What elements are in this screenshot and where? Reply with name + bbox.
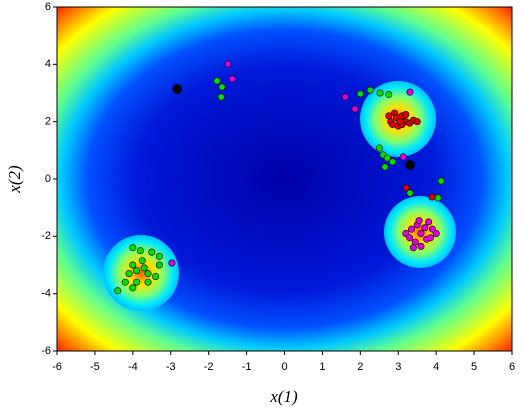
point bbox=[140, 264, 148, 272]
point bbox=[405, 160, 415, 170]
point bbox=[406, 189, 414, 197]
point bbox=[389, 121, 397, 129]
point bbox=[417, 242, 425, 250]
x-tick-label: 1 bbox=[319, 361, 325, 373]
x-tick-label: -2 bbox=[204, 361, 214, 373]
x-tick-label: -4 bbox=[128, 361, 138, 373]
point bbox=[376, 89, 384, 97]
point bbox=[356, 90, 364, 98]
y-tick-label: 0 bbox=[45, 173, 51, 185]
point bbox=[155, 261, 163, 269]
point bbox=[148, 248, 156, 256]
point bbox=[217, 93, 225, 101]
point bbox=[228, 75, 236, 83]
point bbox=[129, 284, 137, 292]
point bbox=[144, 278, 152, 286]
point bbox=[385, 90, 393, 98]
point bbox=[218, 83, 226, 91]
point bbox=[402, 184, 410, 192]
point bbox=[125, 270, 133, 278]
point bbox=[428, 193, 436, 201]
point bbox=[408, 225, 416, 233]
point bbox=[385, 112, 393, 120]
point bbox=[383, 154, 391, 162]
x-tick-label: 5 bbox=[471, 361, 477, 373]
x-tick-label: -1 bbox=[242, 361, 252, 373]
x-tick-label: -3 bbox=[166, 361, 176, 373]
point bbox=[381, 163, 389, 171]
point bbox=[144, 270, 152, 278]
point bbox=[136, 247, 144, 255]
point bbox=[213, 77, 221, 85]
point bbox=[341, 93, 349, 101]
point bbox=[396, 118, 404, 126]
point bbox=[415, 217, 423, 225]
point bbox=[406, 234, 414, 242]
x-tick-label: 0 bbox=[281, 361, 287, 373]
point bbox=[389, 158, 397, 166]
point bbox=[155, 252, 163, 260]
point bbox=[413, 118, 421, 126]
y-tick-label: -6 bbox=[41, 345, 51, 357]
point bbox=[409, 244, 417, 252]
point bbox=[133, 267, 141, 275]
heatmap bbox=[57, 7, 512, 351]
point bbox=[138, 257, 146, 265]
x-tick-label: 3 bbox=[395, 361, 401, 373]
point bbox=[129, 261, 137, 269]
point bbox=[224, 60, 232, 68]
x-tick-label: 4 bbox=[433, 361, 439, 373]
point bbox=[425, 218, 433, 226]
point bbox=[434, 194, 442, 202]
y-tick-label: 4 bbox=[45, 58, 51, 70]
point bbox=[168, 259, 176, 267]
point bbox=[432, 229, 440, 237]
x-axis-label: x(1) bbox=[269, 387, 298, 406]
point bbox=[426, 234, 434, 242]
point bbox=[402, 111, 410, 119]
y-axis-label: x(2) bbox=[5, 165, 24, 194]
heatmap-spot bbox=[103, 235, 179, 311]
point bbox=[421, 224, 429, 232]
x-tick-label: 2 bbox=[357, 361, 363, 373]
y-tick-label: 6 bbox=[45, 1, 51, 13]
point bbox=[437, 177, 445, 185]
point bbox=[399, 153, 407, 161]
point bbox=[411, 238, 419, 246]
y-tick-label: 2 bbox=[45, 116, 51, 128]
point bbox=[375, 144, 383, 152]
point bbox=[172, 84, 182, 94]
x-tick-label: 6 bbox=[509, 361, 515, 373]
x-tick-label: -5 bbox=[90, 361, 100, 373]
point bbox=[121, 278, 129, 286]
point bbox=[129, 244, 137, 252]
x-tick-label: -6 bbox=[52, 361, 62, 373]
point bbox=[114, 287, 122, 295]
point bbox=[417, 229, 425, 237]
y-tick-label: -2 bbox=[41, 230, 51, 242]
point bbox=[351, 105, 359, 113]
point bbox=[406, 88, 414, 96]
point bbox=[152, 272, 160, 280]
point bbox=[133, 278, 141, 286]
y-tick-label: -4 bbox=[41, 288, 51, 300]
point bbox=[366, 86, 374, 94]
